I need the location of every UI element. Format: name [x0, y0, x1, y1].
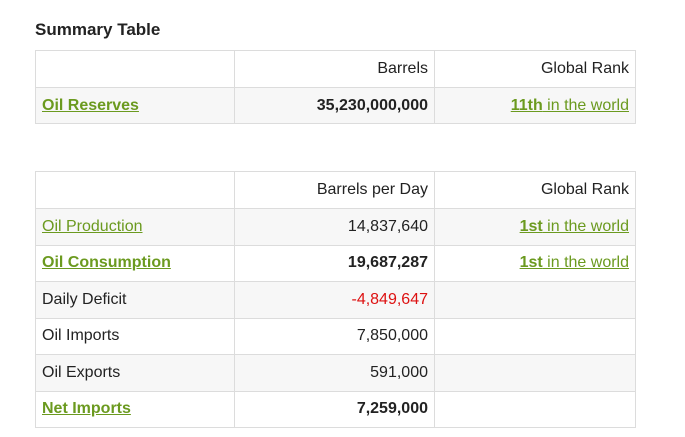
- oil-reserves-link[interactable]: Oil Reserves: [42, 96, 139, 114]
- net-imports-link[interactable]: Net Imports: [42, 400, 131, 418]
- oil-imports-value: 7,850,000: [234, 317, 435, 355]
- production-table: Barrels per Day Global Rank Oil Producti…: [35, 171, 636, 428]
- production-header-label: [35, 171, 235, 209]
- oil-production-link[interactable]: Oil Production: [42, 217, 143, 235]
- oil-imports-label: Oil Imports: [35, 317, 235, 355]
- oil-consumption-link[interactable]: Oil Consumption: [42, 254, 171, 272]
- table-row-oil-reserves: Oil Reserves 35,230,000,000 11th in the …: [35, 87, 636, 124]
- reserves-header-global-rank: Global Rank: [434, 50, 636, 88]
- oil-production-rank-strong: 1st: [519, 217, 543, 235]
- oil-consumption-cell: Oil Consumption: [35, 244, 235, 282]
- table-row-daily-deficit: Daily Deficit -4,849,647: [35, 281, 636, 319]
- oil-imports-rank-cell: [434, 317, 636, 355]
- reserves-table: Barrels Global Rank Oil Reserves 35,230,…: [35, 50, 636, 124]
- table-row-oil-consumption: Oil Consumption 19,687,287 1st in the wo…: [35, 244, 636, 282]
- daily-deficit-value: -4,849,647: [234, 281, 435, 319]
- net-imports-rank-cell: [434, 390, 636, 428]
- oil-reserves-value: 35,230,000,000: [234, 87, 435, 124]
- production-header-row: Barrels per Day Global Rank: [35, 171, 636, 209]
- oil-reserves-rank-link[interactable]: 11th in the world: [511, 97, 629, 114]
- reserves-header-row: Barrels Global Rank: [35, 50, 636, 88]
- production-header-global-rank: Global Rank: [434, 171, 636, 209]
- oil-reserves-rank-strong: 11th: [510, 96, 543, 114]
- oil-reserves-rank-rest: in the world: [542, 96, 629, 114]
- net-imports-cell: Net Imports: [35, 390, 235, 428]
- table-row-oil-exports: Oil Exports 591,000: [35, 354, 636, 392]
- oil-consumption-rank-rest: in the world: [542, 254, 629, 272]
- oil-consumption-rank-cell: 1st in the world: [434, 244, 636, 282]
- oil-exports-value: 591,000: [234, 354, 435, 392]
- net-imports-value: 7,259,000: [234, 390, 435, 428]
- oil-exports-label: Oil Exports: [35, 354, 235, 392]
- oil-exports-rank-cell: [434, 354, 636, 392]
- table-row-oil-production: Oil Production 14,837,640 1st in the wor…: [35, 208, 636, 246]
- oil-production-rank-rest: in the world: [542, 217, 629, 235]
- oil-production-cell: Oil Production: [35, 208, 235, 246]
- reserves-header-label: [35, 50, 235, 88]
- production-header-barrels-per-day: Barrels per Day: [234, 171, 435, 209]
- table-row-net-imports: Net Imports 7,259,000: [35, 390, 636, 428]
- oil-production-rank-cell: 1st in the world: [434, 208, 636, 246]
- oil-reserves-cell: Oil Reserves: [35, 87, 235, 124]
- daily-deficit-rank-cell: [434, 281, 636, 319]
- oil-production-value: 14,837,640: [234, 208, 435, 246]
- daily-deficit-label: Daily Deficit: [35, 281, 235, 319]
- reserves-header-barrels: Barrels: [234, 50, 435, 88]
- oil-consumption-rank-link[interactable]: 1st in the world: [520, 254, 629, 271]
- oil-production-rank-link[interactable]: 1st in the world: [520, 218, 629, 235]
- table-row-oil-imports: Oil Imports 7,850,000: [35, 317, 636, 355]
- summary-table-title: Summary Table: [35, 20, 161, 39]
- oil-reserves-rank-cell: 11th in the world: [434, 87, 636, 124]
- oil-consumption-value: 19,687,287: [234, 244, 435, 282]
- oil-consumption-rank-strong: 1st: [519, 254, 543, 272]
